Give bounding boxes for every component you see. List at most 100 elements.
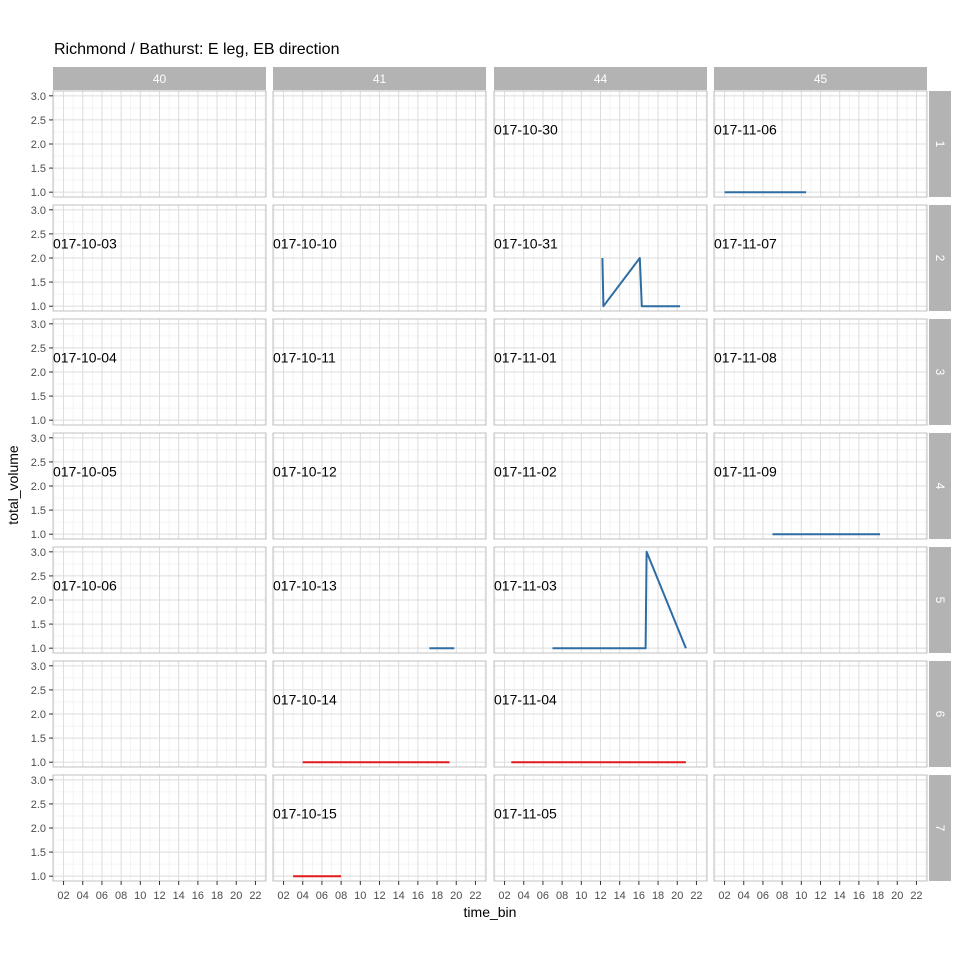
panel-border xyxy=(713,204,928,312)
panel-border xyxy=(713,90,928,198)
panel-border xyxy=(272,318,487,426)
panel-date-label: 017-10-04 xyxy=(53,350,117,366)
y-tick-label: 1.0 xyxy=(31,643,46,655)
x-tick-label: 20 xyxy=(891,890,903,902)
facet-panel xyxy=(713,204,928,312)
y-tick-label: 2.0 xyxy=(31,595,46,607)
x-tick-label: 08 xyxy=(115,890,127,902)
row-strip-label: 3 xyxy=(933,369,947,376)
row-strip xyxy=(929,433,951,539)
y-tick-label: 1.5 xyxy=(31,505,46,517)
panel-date-label: 017-10-30 xyxy=(494,122,558,138)
x-tick-label: 14 xyxy=(614,890,626,902)
x-tick-label: 18 xyxy=(652,890,664,902)
y-tick-label: 1.0 xyxy=(31,871,46,883)
x-tick-label: 20 xyxy=(671,890,683,902)
x-tick-label: 18 xyxy=(431,890,443,902)
x-tick-label: 18 xyxy=(872,890,884,902)
panel-date-label: 017-10-31 xyxy=(494,236,558,252)
panel-date-label: 017-10-05 xyxy=(53,464,117,480)
panel-date-label: 017-11-09 xyxy=(714,464,777,480)
y-tick-label: 2.5 xyxy=(31,343,46,355)
x-tick-label: 18 xyxy=(211,890,223,902)
x-tick-label: 14 xyxy=(393,890,405,902)
x-tick-label: 04 xyxy=(738,890,750,902)
x-tick-label: 02 xyxy=(718,890,730,902)
x-tick-label: 10 xyxy=(575,890,587,902)
x-tick-label: 06 xyxy=(316,890,328,902)
y-tick-label: 1.0 xyxy=(31,301,46,313)
y-tick-label: 1.0 xyxy=(31,187,46,199)
panel-date-label: 017-10-11 xyxy=(273,350,336,366)
panel-date-label: 017-10-13 xyxy=(273,578,337,594)
row-strip xyxy=(929,205,951,311)
panel-date-label: 017-11-01 xyxy=(494,350,557,366)
facet-panel xyxy=(713,774,928,882)
y-tick-label: 1.5 xyxy=(31,847,46,859)
facet-panel xyxy=(713,660,928,768)
column-strip xyxy=(714,67,927,90)
panel-border xyxy=(493,432,708,540)
row-strip-label: 6 xyxy=(933,711,947,718)
facet-panel xyxy=(713,318,928,426)
y-tick-label: 2.5 xyxy=(31,115,46,127)
column-strip xyxy=(273,67,486,90)
y-tick-label: 2.0 xyxy=(31,253,46,265)
facet-panel xyxy=(713,90,928,198)
panel-border xyxy=(713,660,928,768)
x-tick-label: 20 xyxy=(230,890,242,902)
facet-panel xyxy=(272,318,487,426)
x-tick-label: 16 xyxy=(412,890,424,902)
x-tick-label: 20 xyxy=(450,890,462,902)
x-tick-label: 08 xyxy=(556,890,568,902)
facet-panel xyxy=(272,90,487,198)
facet-panel xyxy=(52,432,267,540)
facet-panel xyxy=(52,318,267,426)
panel-date-label: 017-10-15 xyxy=(273,806,337,822)
panel-border xyxy=(272,204,487,312)
facet-grid: 40 41 44 4512345671.01.52.02.53.01.01.52.02… xyxy=(31,67,951,902)
row-strip-label: 5 xyxy=(933,597,947,604)
x-tick-label: 16 xyxy=(853,890,865,902)
facet-panel xyxy=(493,774,708,882)
x-tick-label: 22 xyxy=(910,890,922,902)
y-tick-label: 1.5 xyxy=(31,277,46,289)
facet-panel xyxy=(52,774,267,882)
panel-date-label: 017-11-02 xyxy=(494,464,557,480)
y-tick-label: 2.5 xyxy=(31,685,46,697)
panel-border xyxy=(493,546,708,654)
panel-date-label: 017-11-04 xyxy=(494,692,557,708)
facet-panel xyxy=(272,660,487,768)
facet-panel xyxy=(493,432,708,540)
panel-border xyxy=(713,432,928,540)
panel-border xyxy=(272,660,487,768)
panel-date-label: 017-10-03 xyxy=(53,236,117,252)
x-tick-label: 06 xyxy=(96,890,108,902)
y-tick-label: 3.0 xyxy=(31,661,46,673)
facet-panel xyxy=(272,204,487,312)
row-strip xyxy=(929,547,951,653)
column-strip-label: 40 xyxy=(153,72,167,86)
x-tick-label: 10 xyxy=(795,890,807,902)
row-strip-label: 4 xyxy=(933,483,947,490)
facet-panel xyxy=(713,546,928,654)
y-tick-label: 2.5 xyxy=(31,457,46,469)
row-strip-label: 7 xyxy=(933,825,947,832)
column-strip-label: 45 xyxy=(814,72,828,86)
row-strip-label: 1 xyxy=(933,141,947,148)
y-tick-label: 3.0 xyxy=(31,91,46,103)
row-strip xyxy=(929,661,951,767)
y-tick-label: 1.0 xyxy=(31,757,46,769)
y-tick-label: 2.0 xyxy=(31,367,46,379)
panel-date-label: 017-11-06 xyxy=(714,122,777,138)
x-tick-label: 22 xyxy=(469,890,481,902)
panel-date-label: 017-11-08 xyxy=(714,350,777,366)
x-tick-label: 06 xyxy=(537,890,549,902)
facet-panel xyxy=(52,546,267,654)
x-tick-label: 12 xyxy=(814,890,826,902)
series-line xyxy=(601,257,681,308)
panel-date-label: 017-10-14 xyxy=(273,692,337,708)
panel-date-label: 017-11-05 xyxy=(494,806,557,822)
x-tick-label: 14 xyxy=(834,890,846,902)
y-tick-label: 2.5 xyxy=(31,229,46,241)
